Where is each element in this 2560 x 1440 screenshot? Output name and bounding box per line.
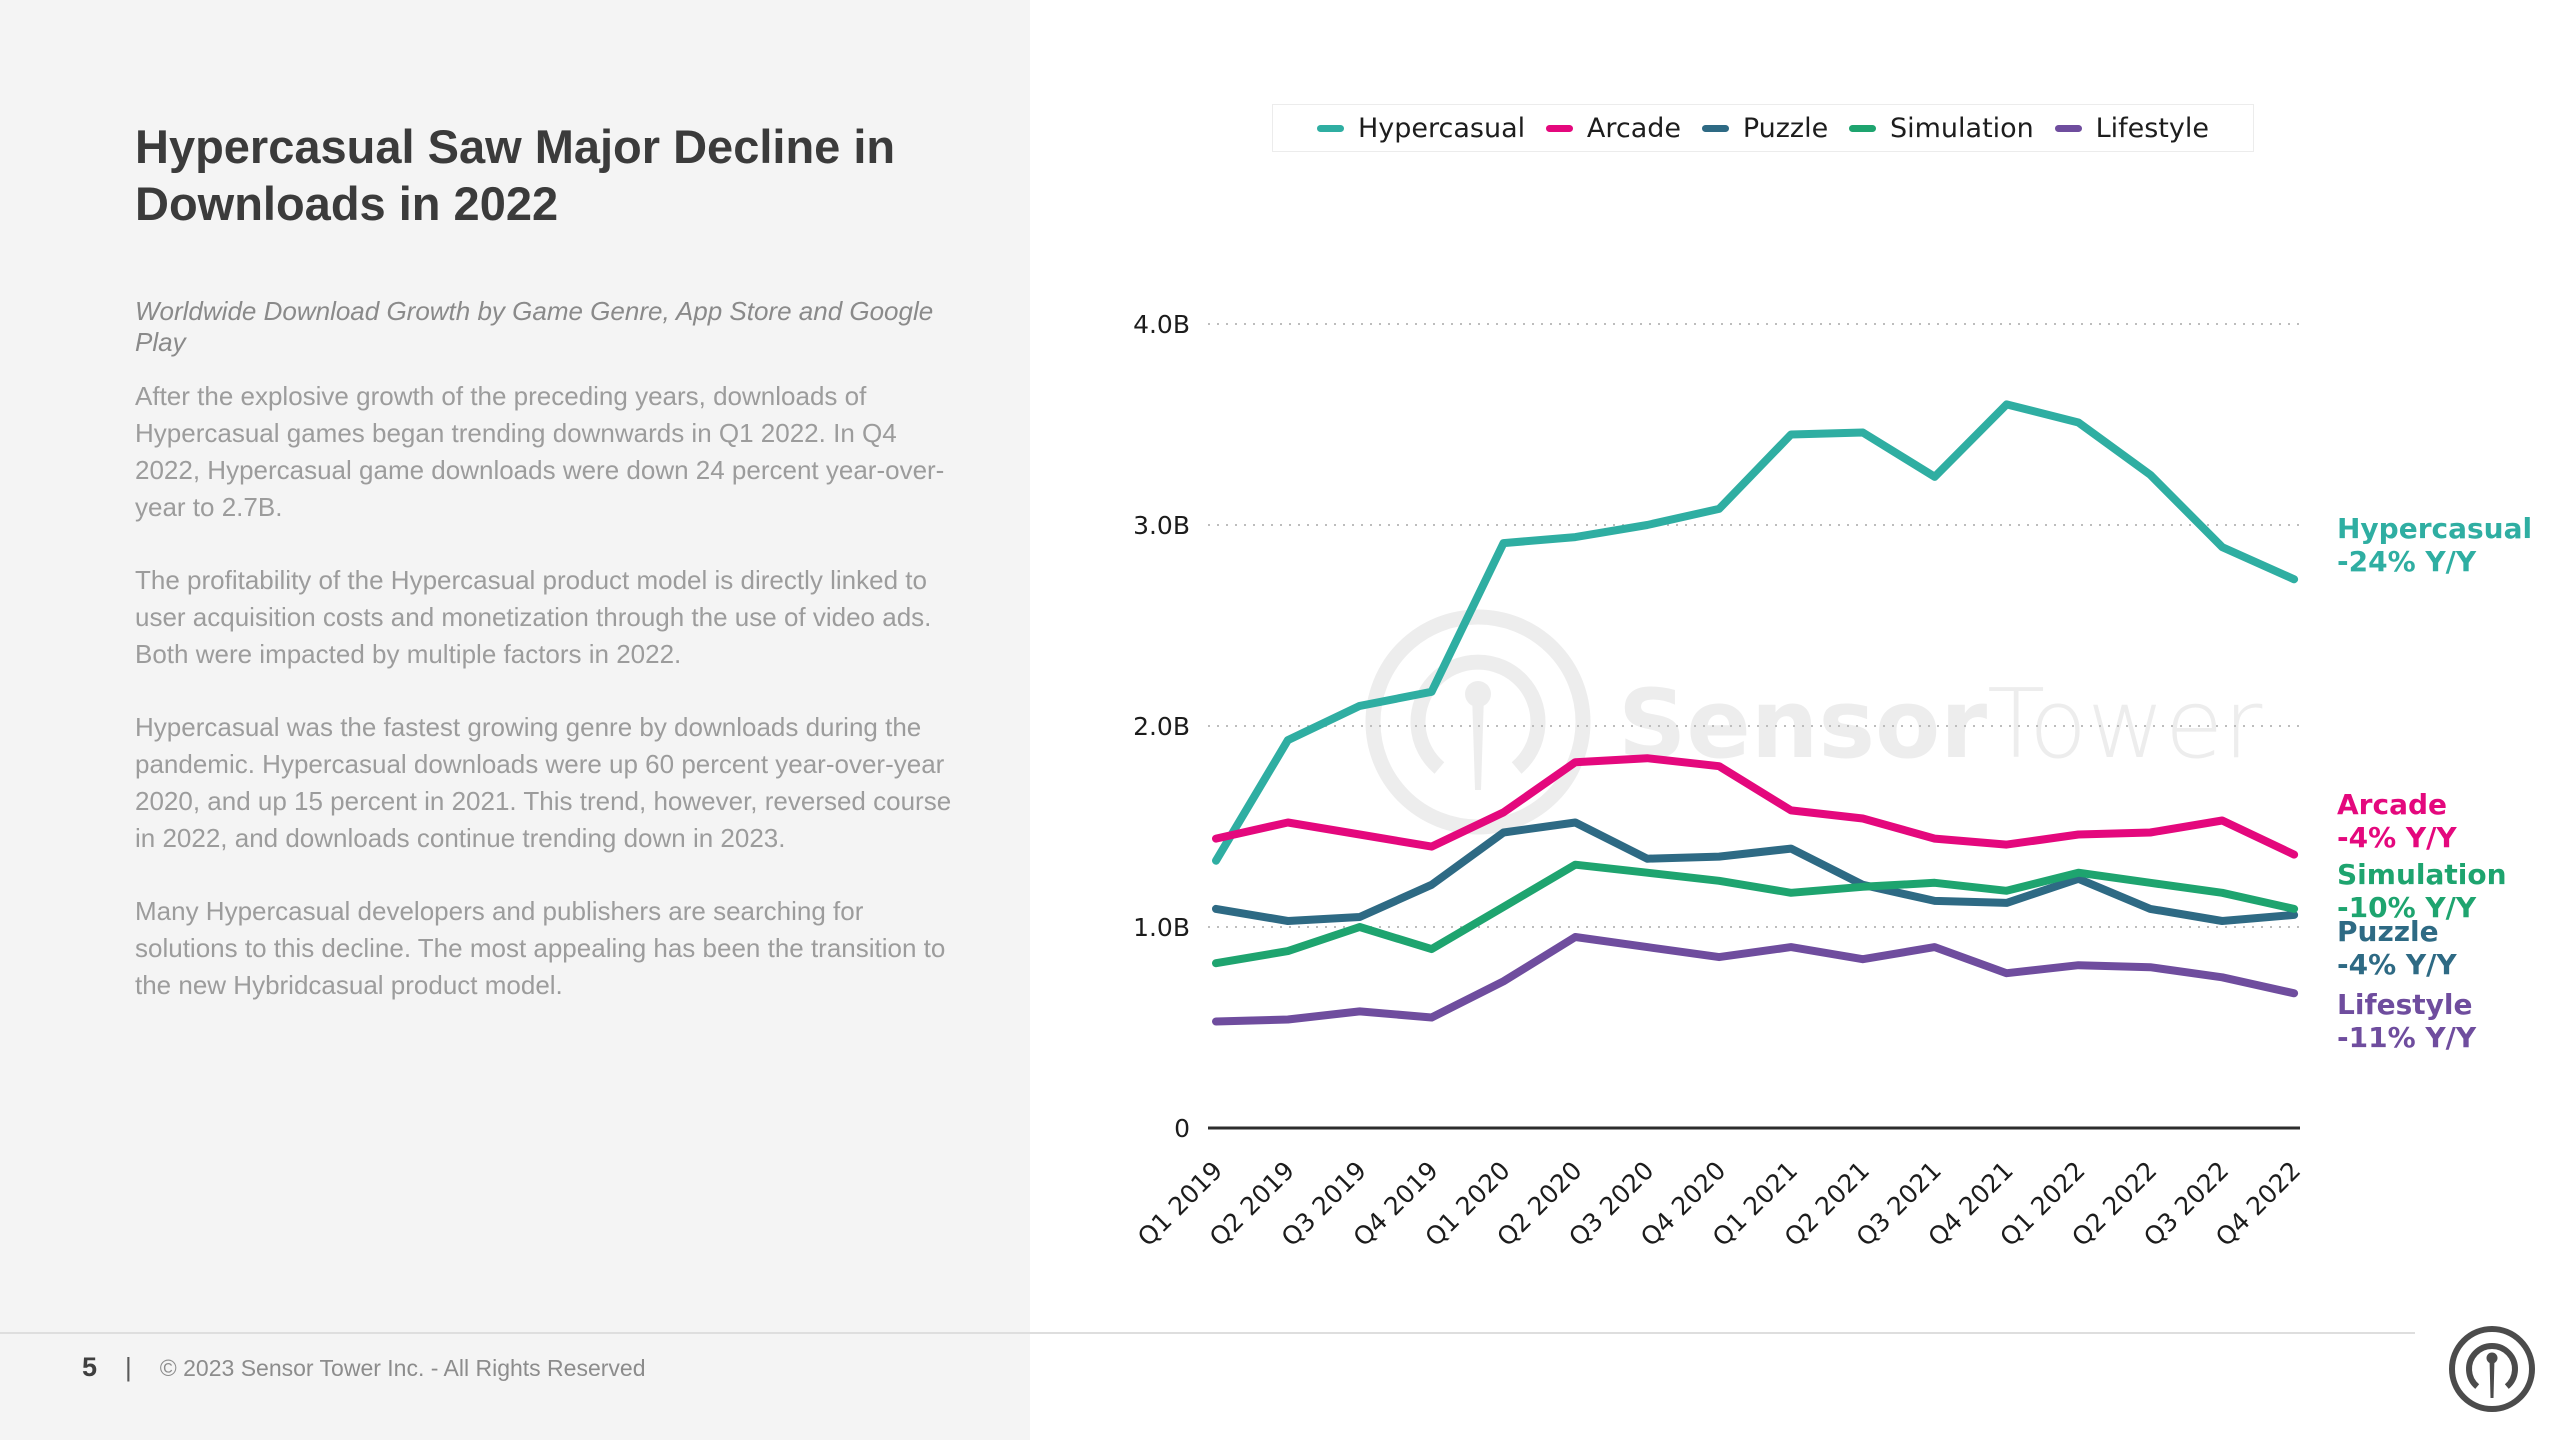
y-tick-label: 0	[1174, 1114, 1190, 1143]
legend-label: Arcade	[1586, 112, 1682, 144]
series-line-arcade	[1212, 754, 2299, 859]
left-text-panel: Hypercasual Saw Major Decline in Downloa…	[0, 0, 1030, 1440]
legend-item-hypercasual: Hypercasual	[1317, 113, 1525, 144]
paragraph: Hypercasual was the fastest growing genr…	[135, 712, 952, 853]
legend-label: Puzzle	[1742, 112, 1829, 144]
legend-item-lifestyle: Lifestyle	[2054, 112, 2209, 144]
series-line-hypercasual	[1212, 400, 2299, 865]
footer-divider	[0, 1332, 2415, 1334]
y-tick-label: 1.0B	[1133, 913, 1190, 942]
legend-label: Hypercasual	[1358, 112, 1526, 144]
copyright-text: © 2023 Sensor Tower Inc. - All Rights Re…	[159, 1355, 646, 1381]
paragraph: The profitability of the Hypercasual pro…	[135, 565, 932, 669]
legend-swatch-icon	[1848, 124, 1876, 132]
paragraph: Many Hypercasual developers and publishe…	[135, 896, 946, 1000]
series-line-puzzle	[1212, 818, 2299, 925]
watermark-logo-icon	[1472, 694, 1484, 790]
legend-swatch-icon	[1701, 124, 1729, 132]
series-line-lifestyle	[1212, 933, 2299, 1026]
legend-label: Lifestyle	[2095, 112, 2209, 144]
legend-swatch-icon	[2054, 124, 2082, 132]
legend-swatch-icon	[1545, 124, 1573, 132]
body-copy: After the explosive growth of the preced…	[135, 378, 965, 1040]
legend-item-simulation: Simulation	[1848, 112, 2034, 144]
chart-subtitle: Worldwide Download Growth by Game Genre,…	[135, 296, 934, 357]
legend-swatch-icon	[1317, 124, 1344, 132]
series-line-simulation	[1212, 860, 2299, 968]
footer-separator: |	[125, 1352, 132, 1382]
page-number: 5	[82, 1352, 98, 1382]
legend-item-puzzle: Puzzle	[1701, 112, 1829, 144]
footer: 5 | © 2023 Sensor Tower Inc. - All Right…	[82, 1352, 646, 1383]
legend-label: Simulation	[1889, 112, 2034, 144]
y-tick-label: 2.0B	[1133, 712, 1190, 741]
paragraph: After the explosive growth of the preced…	[135, 381, 945, 522]
legend-item-arcade: Arcade	[1545, 112, 1682, 144]
sensor-tower-logo-icon	[2449, 1326, 2535, 1412]
page-title: Hypercasual Saw Major Decline in Downloa…	[135, 120, 896, 231]
watermark-logo-icon	[1410, 654, 1546, 774]
chart-legend: Hypercasual Arcade Puzzle Simulation Lifesty…	[1272, 104, 2254, 152]
y-tick-label: 4.0B	[1133, 310, 1190, 339]
y-tick-label: 3.0B	[1133, 511, 1190, 540]
